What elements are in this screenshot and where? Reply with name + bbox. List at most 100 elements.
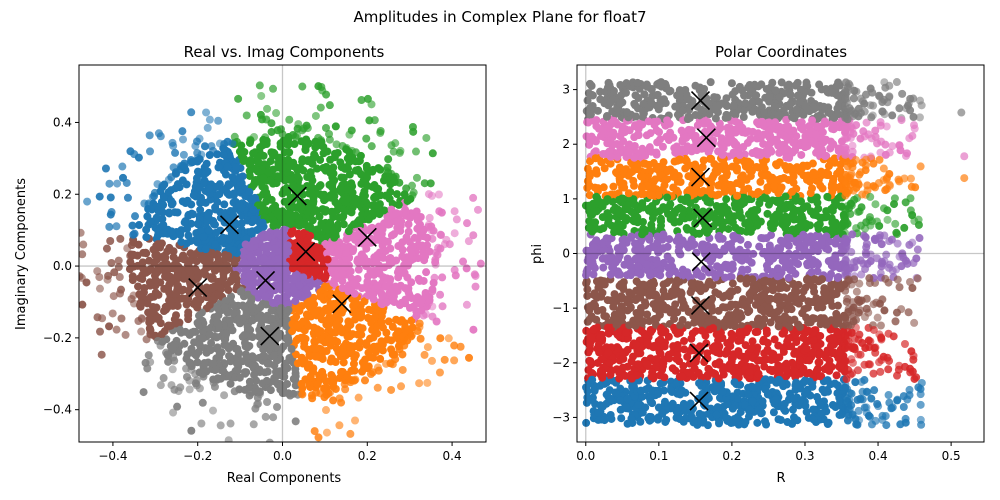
scatter-point	[193, 358, 202, 367]
scatter-point	[95, 192, 104, 201]
scatter-point	[172, 256, 181, 265]
scatter-point	[310, 427, 319, 436]
scatter-point	[281, 261, 290, 270]
scatter-point	[355, 200, 364, 209]
scatter-point	[302, 121, 311, 130]
scatter-point	[733, 395, 742, 404]
scatter-point	[249, 132, 258, 141]
scatter-point	[313, 164, 322, 173]
scatter-point	[121, 330, 130, 339]
scatter-point	[450, 356, 459, 365]
scatter-point	[436, 230, 445, 239]
scatter-point	[438, 273, 447, 282]
scatter-point	[587, 81, 596, 90]
scatter-point	[154, 290, 163, 299]
scatter-point	[260, 243, 269, 252]
scatter-point	[212, 333, 221, 342]
scatter-point	[143, 364, 152, 373]
scatter-point	[167, 173, 176, 182]
scatter-point	[257, 232, 266, 241]
scatter-point	[226, 316, 235, 325]
scatter-point	[230, 259, 239, 268]
scatter-point	[241, 385, 250, 394]
scatter-point	[420, 350, 429, 359]
scatter-point	[646, 129, 655, 138]
scatter-point	[114, 256, 123, 265]
scatter-point	[357, 330, 366, 339]
scatter-point	[452, 215, 461, 224]
scatter-point	[240, 331, 249, 340]
scatter-point	[241, 240, 250, 249]
scatter-point	[214, 163, 223, 172]
scatter-point	[233, 344, 242, 353]
scatter-point	[179, 161, 188, 170]
scatter-point	[229, 211, 238, 220]
scatter-point	[192, 296, 201, 305]
scatter-point	[784, 273, 793, 282]
scatter-point	[255, 441, 260, 442]
scatter-point	[360, 191, 369, 200]
scatter-point	[351, 298, 360, 307]
scatter-point	[431, 248, 440, 257]
scatter-point	[808, 247, 817, 256]
scatter-point	[396, 226, 405, 235]
scatter-point	[384, 220, 393, 229]
scatter-point	[347, 126, 356, 135]
scatter-point	[267, 127, 276, 136]
scatter-point	[661, 417, 670, 426]
scatter-point	[216, 374, 225, 383]
scatter-point	[108, 309, 117, 318]
scatter-point	[170, 385, 179, 394]
scatter-point	[292, 312, 301, 321]
scatter-point	[322, 428, 331, 437]
scatter-point	[284, 305, 293, 314]
scatter-point	[285, 353, 294, 362]
scatter-point	[144, 308, 153, 317]
scatter-point	[348, 247, 357, 256]
scatter-point	[193, 273, 202, 282]
scatter-point	[251, 404, 260, 413]
scatter-point	[267, 195, 276, 204]
scatter-point	[302, 310, 311, 319]
scatter-point	[450, 341, 459, 350]
scatter-point	[357, 96, 366, 105]
scatter-point	[182, 180, 191, 189]
scatter-point	[334, 250, 343, 259]
scatter-point	[187, 344, 196, 353]
scatter-point	[300, 356, 309, 365]
scatter-point	[199, 372, 208, 381]
scatter-point	[198, 398, 207, 407]
scatter-point	[384, 155, 393, 164]
scatter-point	[106, 236, 115, 245]
scatter-point	[754, 356, 763, 365]
scatter-point	[437, 208, 446, 217]
scatter-point	[691, 357, 700, 366]
scatter-point	[398, 245, 407, 254]
scatter-point	[364, 226, 373, 235]
y-tick-label: 0	[562, 247, 570, 261]
scatter-point	[212, 182, 221, 191]
scatter-point	[269, 298, 278, 307]
scatter-point	[254, 313, 263, 322]
right-panel: Polar Coordinates R phi 0.0 0.1 0.2 0.3 0.4 0…	[530, 43, 985, 486]
scatter-point	[249, 215, 258, 224]
scatter-point	[223, 189, 232, 198]
scatter-point	[243, 279, 252, 288]
scatter-point	[813, 122, 822, 131]
scatter-point	[291, 417, 300, 426]
scatter-point	[329, 299, 338, 308]
scatter-point	[226, 352, 235, 361]
left-plot-frame	[78, 64, 487, 443]
scatter-point	[290, 275, 299, 284]
scatter-point	[412, 311, 421, 320]
scatter-point	[360, 364, 369, 373]
scatter-point	[699, 156, 708, 165]
scatter-point	[202, 283, 211, 292]
scatter-point	[235, 373, 244, 382]
scatter-point	[401, 284, 410, 293]
scatter-point	[261, 206, 270, 215]
scatter-point	[808, 184, 817, 193]
scatter-point	[185, 289, 194, 298]
scatter-point	[259, 151, 268, 160]
scatter-point	[428, 302, 437, 311]
